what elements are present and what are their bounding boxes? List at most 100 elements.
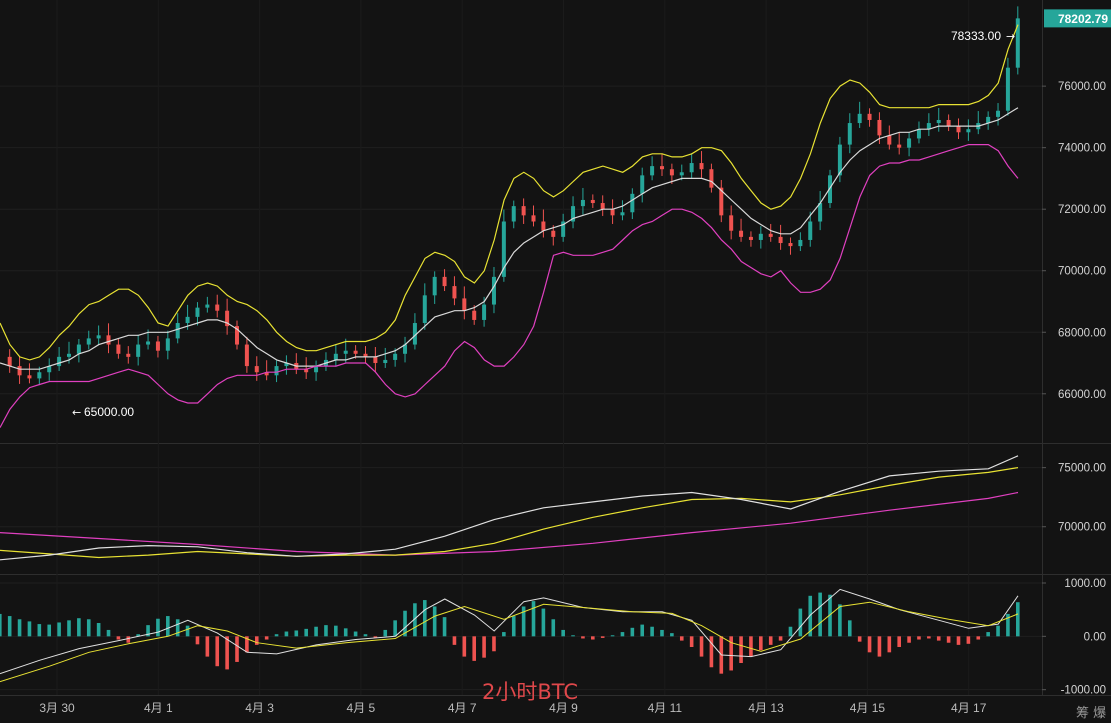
candle: [709, 169, 714, 188]
x-tick-label: 3月 30: [39, 701, 75, 715]
ma-mid-line: [0, 467, 1019, 559]
macd-histogram-bar: [106, 629, 111, 637]
brand-watermark: 筹 爆: [1076, 706, 1107, 721]
candle: [907, 138, 912, 148]
macd-histogram-bar: [225, 636, 229, 670]
candle: [679, 172, 684, 176]
y-tick-label: 76000.00: [1058, 81, 1106, 93]
macd-histogram-bar: [1006, 613, 1010, 637]
candle: [689, 163, 694, 173]
macd-histogram-bar: [610, 635, 615, 637]
macd-histogram-bar: [492, 636, 496, 652]
macd-histogram-bar: [561, 629, 565, 637]
macd-histogram-bar: [600, 636, 605, 638]
x-tick-label: 4月 5: [347, 701, 376, 715]
macd-histogram-bar: [679, 636, 684, 641]
candle: [1005, 67, 1010, 111]
bollinger-lower-line: [0, 144, 1019, 428]
macd-histogram-bar: [778, 636, 783, 641]
macd-histogram-bar: [867, 636, 872, 653]
macd-histogram-bar: [67, 620, 71, 637]
macd-histogram-bar: [857, 636, 862, 642]
candle: [847, 123, 852, 145]
macd-histogram-bar: [847, 620, 852, 637]
candle: [650, 166, 655, 176]
y-tick-label: 66000.00: [1058, 389, 1106, 401]
macd-histogram-bar: [7, 616, 12, 637]
candle: [828, 175, 833, 204]
macd-histogram-bar: [304, 628, 308, 637]
macd-histogram-bar: [897, 636, 901, 647]
candle: [254, 366, 259, 373]
macd-histogram-bar: [156, 618, 160, 637]
macd-histogram-bar: [956, 636, 961, 645]
candle: [531, 215, 536, 222]
macd-histogram-bar: [907, 636, 911, 643]
x-tick-label: 4月 15: [850, 701, 886, 715]
macd-histogram-bar: [126, 636, 131, 643]
bollinger-middle-line: [0, 107, 1019, 370]
last-price-label: 78202.79: [1058, 12, 1108, 26]
candle: [353, 350, 358, 354]
candle: [57, 356, 62, 367]
candle: [986, 116, 991, 124]
candle: [699, 163, 704, 170]
macd-histogram-bar: [551, 619, 556, 637]
candle: [96, 335, 101, 339]
y-tick-label: 0.00: [1084, 631, 1106, 643]
candle: [966, 129, 971, 133]
macd-histogram-bar: [650, 626, 654, 637]
chart-caption: 2小时BTC: [482, 680, 579, 704]
macd-histogram-bar: [640, 624, 645, 637]
candle: [442, 276, 447, 287]
macd-histogram-bar: [511, 616, 516, 637]
macd-histogram-bar: [235, 636, 239, 662]
macd-histogram-bar: [591, 636, 595, 640]
candle: [235, 326, 240, 345]
macd-histogram-bar: [136, 634, 140, 637]
candle: [897, 144, 902, 148]
candle: [175, 323, 180, 339]
candle: [165, 338, 170, 351]
candle: [788, 243, 793, 247]
macd-histogram-bar: [976, 636, 981, 640]
macd-histogram-bar: [27, 621, 32, 637]
high-arrow-icon: →: [1006, 30, 1015, 43]
macd-histogram-bar: [432, 606, 437, 637]
candle: [106, 335, 111, 345]
y-tick-label: 72000.00: [1058, 204, 1106, 216]
macd-histogram-bar: [0, 613, 2, 637]
x-tick-label: 4月 3: [245, 701, 274, 715]
macd-histogram-bar: [917, 636, 921, 640]
macd-histogram-bar: [452, 636, 457, 645]
x-tick-label: 4月 7: [448, 701, 477, 715]
candle: [877, 119, 882, 136]
candle: [383, 359, 388, 364]
candle: [264, 372, 269, 376]
macd-histogram-bar: [482, 636, 486, 658]
candle: [17, 366, 22, 376]
candle: [956, 126, 961, 133]
macd-histogram-bar: [689, 636, 694, 647]
macd-histogram-bar: [264, 636, 269, 640]
low-arrow-icon: ←: [72, 406, 81, 419]
candle: [640, 175, 645, 194]
candle: [926, 123, 931, 130]
macd-histogram-bar: [363, 634, 368, 637]
candle: [669, 169, 674, 176]
candle: [630, 193, 635, 213]
macd-histogram-bar: [294, 630, 299, 637]
candle: [857, 113, 862, 124]
ma-slow-line: [0, 491, 1019, 556]
candle: [393, 353, 398, 360]
x-tick-label: 4月 11: [648, 701, 683, 715]
candle: [37, 372, 42, 379]
macd-histogram-bar: [946, 636, 951, 643]
candle: [946, 119, 951, 127]
x-tick-label: 4月 1: [144, 701, 173, 715]
candle: [768, 233, 773, 237]
macd-histogram-bar: [353, 631, 358, 637]
candle: [758, 233, 763, 240]
macd-histogram-bar: [334, 625, 338, 637]
